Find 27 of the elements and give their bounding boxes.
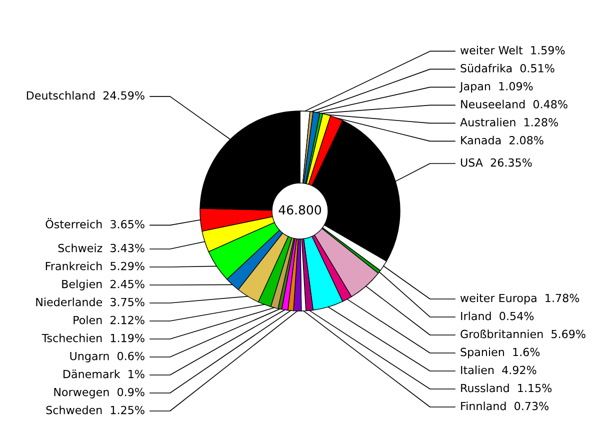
slice-label: Spanien 1.6% [460, 348, 540, 358]
slice-label: Australien 1.28% [460, 118, 558, 126]
slice-label: Österreich 3.65% [46, 218, 144, 228]
slice-label: Polen 2.12% [74, 316, 144, 324]
slice-label: Neuseeland 0.48% [461, 100, 568, 108]
slice-label: Japan 1.09% [459, 82, 533, 93]
slice-label: Großbritannien 5.69% [460, 330, 586, 338]
slice-label: Tschechien 1.19% [42, 334, 144, 342]
slice-label: Südafrika 0.51% [460, 64, 554, 72]
slice-label: Russland 1.15% [461, 384, 552, 392]
slice-label: Italien 4.92% [461, 366, 536, 374]
slice-label: Belgien 2.45% [62, 280, 144, 290]
slice-label: Dänemark 1% [64, 370, 144, 378]
slice-label: Finnland 0.73% [461, 402, 548, 410]
slice-label: USA 26.35% [460, 158, 532, 167]
slice-label: Schweiz 3.43% [58, 244, 144, 252]
slice-label: weiter Europa 1.78% [460, 294, 580, 304]
slice-label: Norwegen 0.9% [54, 388, 144, 398]
slice-label: Irland 0.54% [461, 312, 534, 320]
slice-label: Kanada 2.08% [461, 136, 544, 144]
slice-label: weiter Welt 1.59% [460, 46, 565, 54]
slice-label: Frankreich 5.29% [46, 262, 144, 270]
text: 46.800 [278, 205, 322, 215]
slice-label: Niederlande 3.75% [36, 298, 144, 306]
slice-label: Ungarn 0.6% [70, 352, 144, 362]
slice-label: Schweden 1.25% [46, 406, 144, 414]
slice-label: Deutschland 24.59% [26, 91, 144, 100]
